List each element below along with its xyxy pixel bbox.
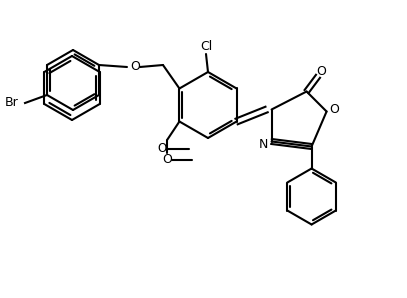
Text: O: O bbox=[317, 65, 326, 78]
Text: O: O bbox=[130, 60, 140, 74]
Text: O: O bbox=[330, 103, 339, 116]
Text: O: O bbox=[158, 142, 167, 155]
Text: Cl: Cl bbox=[200, 40, 212, 52]
Text: Br: Br bbox=[5, 97, 19, 109]
Text: N: N bbox=[259, 138, 268, 151]
Text: O: O bbox=[162, 153, 172, 166]
